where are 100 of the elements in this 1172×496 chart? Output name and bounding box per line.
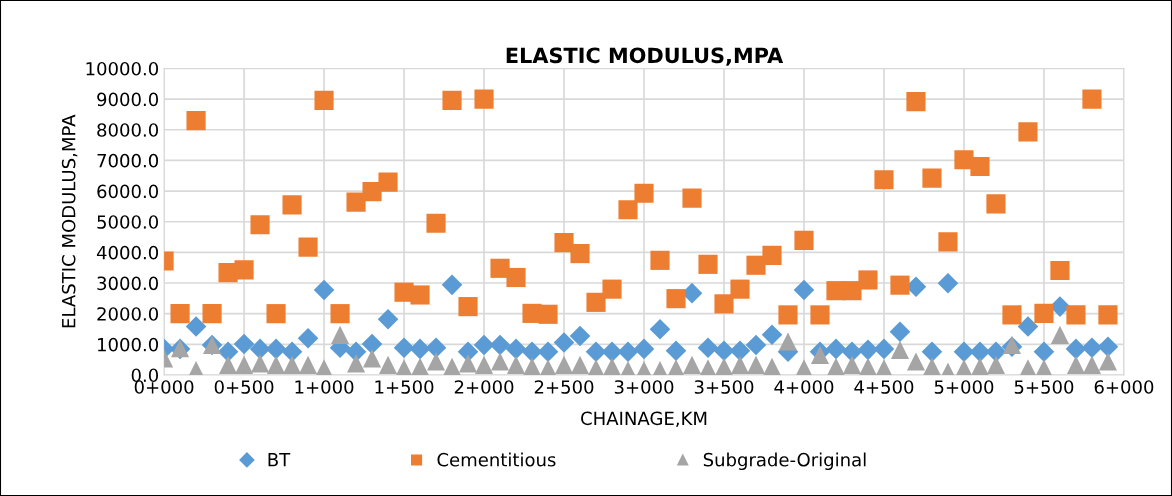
point bbox=[970, 357, 990, 375]
point bbox=[825, 338, 847, 360]
point bbox=[1018, 122, 1038, 142]
point bbox=[1018, 359, 1038, 375]
point bbox=[922, 168, 942, 188]
point bbox=[346, 192, 366, 212]
point bbox=[698, 359, 718, 375]
point bbox=[490, 352, 510, 371]
point bbox=[586, 359, 606, 375]
point bbox=[219, 355, 238, 374]
point bbox=[505, 338, 527, 360]
point bbox=[441, 274, 463, 296]
point bbox=[442, 357, 462, 375]
point bbox=[922, 357, 942, 375]
point bbox=[313, 279, 335, 301]
point bbox=[778, 332, 798, 351]
x-tick-label: 6+000 bbox=[1094, 380, 1154, 394]
point bbox=[267, 355, 286, 374]
point bbox=[842, 281, 862, 301]
y-tick-label: 9000.0 bbox=[97, 92, 159, 107]
point bbox=[1002, 305, 1022, 325]
point bbox=[986, 355, 1006, 374]
point bbox=[857, 339, 879, 361]
point bbox=[873, 338, 895, 360]
point bbox=[649, 319, 671, 340]
point bbox=[217, 341, 239, 362]
point bbox=[762, 357, 782, 375]
point bbox=[890, 340, 910, 359]
x-tick-label: 1+500 bbox=[375, 380, 434, 394]
point bbox=[746, 255, 766, 275]
x-axis-title: CHAINAGE,KM bbox=[581, 411, 707, 428]
point bbox=[1017, 316, 1039, 337]
point bbox=[490, 258, 510, 278]
point bbox=[202, 304, 222, 324]
point bbox=[282, 195, 302, 215]
point bbox=[1033, 341, 1055, 362]
point bbox=[954, 359, 974, 375]
point bbox=[858, 270, 878, 290]
point bbox=[890, 275, 910, 295]
point bbox=[185, 316, 207, 337]
point bbox=[442, 90, 462, 110]
point bbox=[634, 183, 654, 203]
point bbox=[1034, 303, 1054, 323]
point bbox=[617, 341, 639, 362]
point bbox=[1081, 337, 1103, 358]
point bbox=[409, 338, 431, 360]
point bbox=[921, 341, 943, 362]
x-tick-label: 3+500 bbox=[694, 380, 754, 394]
y-tick-label: 4000.0 bbox=[96, 245, 159, 260]
point bbox=[1034, 359, 1054, 375]
point bbox=[666, 359, 686, 375]
point bbox=[1065, 338, 1087, 360]
point bbox=[410, 357, 430, 375]
y-tick-label: 2000.0 bbox=[97, 307, 159, 321]
point bbox=[474, 89, 494, 109]
legend-label: Cementitious bbox=[437, 452, 556, 467]
point bbox=[953, 341, 975, 362]
point bbox=[298, 237, 318, 257]
point bbox=[793, 279, 815, 301]
legend-label: BT bbox=[268, 453, 291, 467]
point bbox=[810, 305, 830, 325]
point bbox=[538, 359, 558, 375]
point bbox=[602, 279, 622, 299]
y-tick-label: 10000.0 bbox=[86, 61, 159, 76]
point bbox=[986, 194, 1006, 214]
point bbox=[682, 188, 702, 208]
point bbox=[938, 232, 958, 252]
point bbox=[714, 357, 734, 375]
y-axis-title: ELASTIC MODULUS,MPA bbox=[61, 114, 78, 328]
x-tick-label: 4+000 bbox=[774, 380, 834, 394]
point bbox=[1082, 89, 1102, 109]
point bbox=[810, 346, 830, 365]
point bbox=[233, 333, 255, 355]
point bbox=[250, 215, 270, 235]
point bbox=[570, 355, 590, 374]
point bbox=[889, 321, 911, 343]
point bbox=[506, 355, 526, 374]
x-tick-label: 4+500 bbox=[854, 380, 914, 394]
point bbox=[826, 357, 846, 375]
point bbox=[570, 244, 590, 264]
point bbox=[666, 289, 686, 309]
point bbox=[522, 357, 542, 375]
y-tick-label: 6000.0 bbox=[97, 184, 159, 199]
point bbox=[377, 308, 399, 330]
x-tick-label: 3+000 bbox=[614, 380, 674, 394]
point bbox=[937, 273, 959, 294]
point bbox=[378, 172, 398, 192]
point bbox=[778, 305, 798, 325]
point bbox=[538, 304, 558, 324]
point bbox=[266, 304, 286, 324]
point bbox=[697, 337, 719, 358]
x-tick-label: 0+500 bbox=[214, 380, 274, 394]
point bbox=[458, 354, 478, 373]
y-tick-label: 5000.0 bbox=[97, 215, 159, 229]
point bbox=[474, 355, 494, 374]
point bbox=[473, 334, 495, 356]
point bbox=[874, 359, 894, 375]
point bbox=[330, 304, 350, 324]
point bbox=[1098, 305, 1118, 325]
point bbox=[297, 327, 319, 349]
